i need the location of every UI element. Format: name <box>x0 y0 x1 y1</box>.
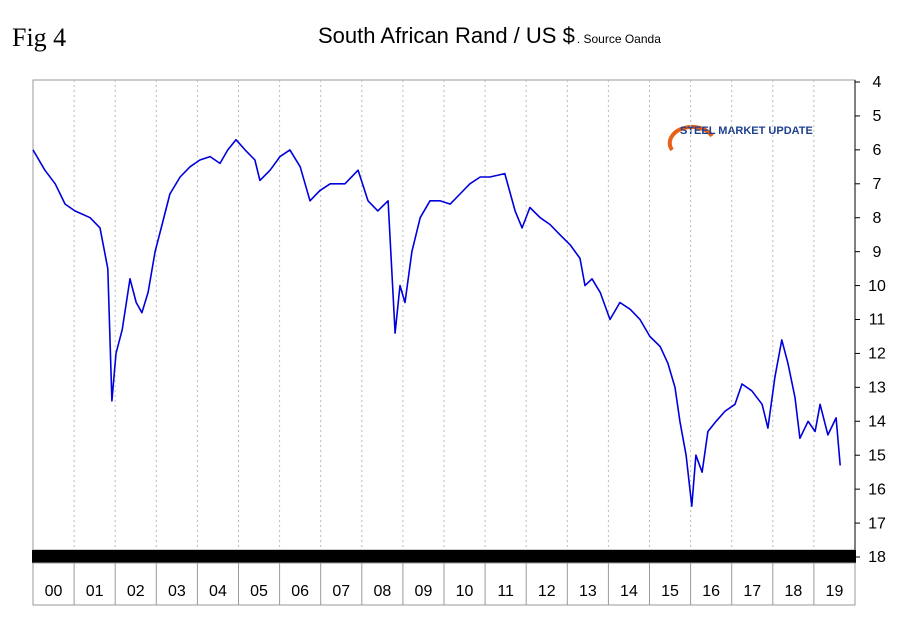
x-tick-label: 04 <box>209 583 227 600</box>
y-tick-label: 10 <box>868 278 886 295</box>
y-tick-label: 7 <box>873 176 882 193</box>
x-tick-label: 02 <box>127 583 145 600</box>
x-tick-label: 17 <box>743 583 761 600</box>
y-tick-label: 4 <box>873 74 882 91</box>
x-tick-label: 16 <box>702 583 720 600</box>
y-tick-label: 8 <box>873 210 882 227</box>
x-tick-label: 18 <box>784 583 802 600</box>
x-tick-label: 15 <box>661 583 679 600</box>
x-tick-label: 13 <box>579 583 597 600</box>
x-tick-label: 09 <box>415 583 433 600</box>
x-tick-label: 07 <box>332 583 350 600</box>
x-tick-label: 01 <box>86 583 104 600</box>
x-tick-label: 03 <box>168 583 186 600</box>
y-tick-label: 15 <box>868 447 886 464</box>
x-tick-label: 12 <box>538 583 556 600</box>
y-tick-label: 5 <box>873 108 882 125</box>
figure-label: Fig 4 <box>12 23 66 52</box>
y-tick-label: 14 <box>868 414 886 431</box>
y-tick-label: 18 <box>868 549 886 566</box>
logo: STEEL MARKET UPDATE <box>667 124 813 152</box>
x-tick-label: 06 <box>291 583 309 600</box>
x-axis-bar <box>32 550 856 563</box>
x-tick-label: 11 <box>497 583 514 600</box>
y-tick-label: 12 <box>868 346 886 363</box>
y-tick-label: 11 <box>869 312 886 329</box>
x-tick-label: 08 <box>373 583 391 600</box>
y-tick-label: 13 <box>868 380 886 397</box>
y-tick-label: 17 <box>868 515 886 532</box>
x-tick-label: 10 <box>456 583 474 600</box>
chart-subtitle: . Source Oanda <box>577 32 661 46</box>
x-tick-label: 19 <box>826 583 844 600</box>
x-tick-label: 00 <box>45 583 63 600</box>
x-tick-label: 05 <box>250 583 268 600</box>
y-tick-label: 9 <box>873 244 882 261</box>
x-tick-label: 14 <box>620 583 638 600</box>
y-tick-label: 6 <box>873 142 882 159</box>
y-tick-label: 16 <box>868 481 886 498</box>
logo-text: STEEL MARKET UPDATE <box>680 125 813 137</box>
chart-title: South African Rand / US $ <box>318 23 575 48</box>
data-line <box>32 138 841 507</box>
